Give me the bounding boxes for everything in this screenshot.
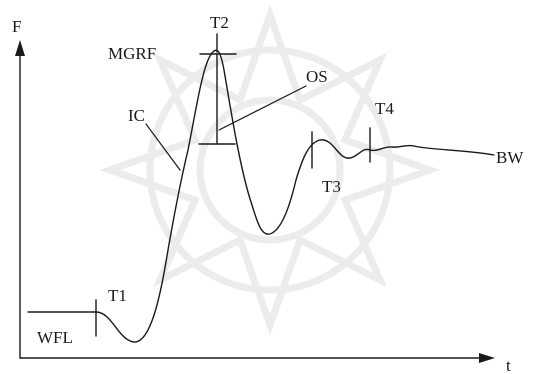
t3-label: T3 — [322, 177, 341, 196]
x-axis-label: t — [506, 356, 511, 374]
ic-label: IC — [128, 106, 145, 125]
os-pointer — [218, 85, 307, 131]
mgrf-label: MGRF — [108, 44, 156, 63]
t4-label: T4 — [375, 99, 394, 118]
os-label: OS — [306, 67, 328, 86]
ic-pointer — [145, 123, 181, 171]
wfl-label: WFL — [37, 328, 73, 347]
x-axis-arrow-icon — [479, 353, 495, 363]
t2-label: T2 — [210, 13, 229, 32]
watermark-ornament — [99, 4, 441, 336]
force-curve — [27, 49, 495, 343]
t1-label: T1 — [108, 286, 127, 305]
y-axis-arrow-icon — [15, 40, 25, 56]
bw-label: BW — [496, 148, 524, 167]
y-axis-label: F — [12, 17, 21, 36]
